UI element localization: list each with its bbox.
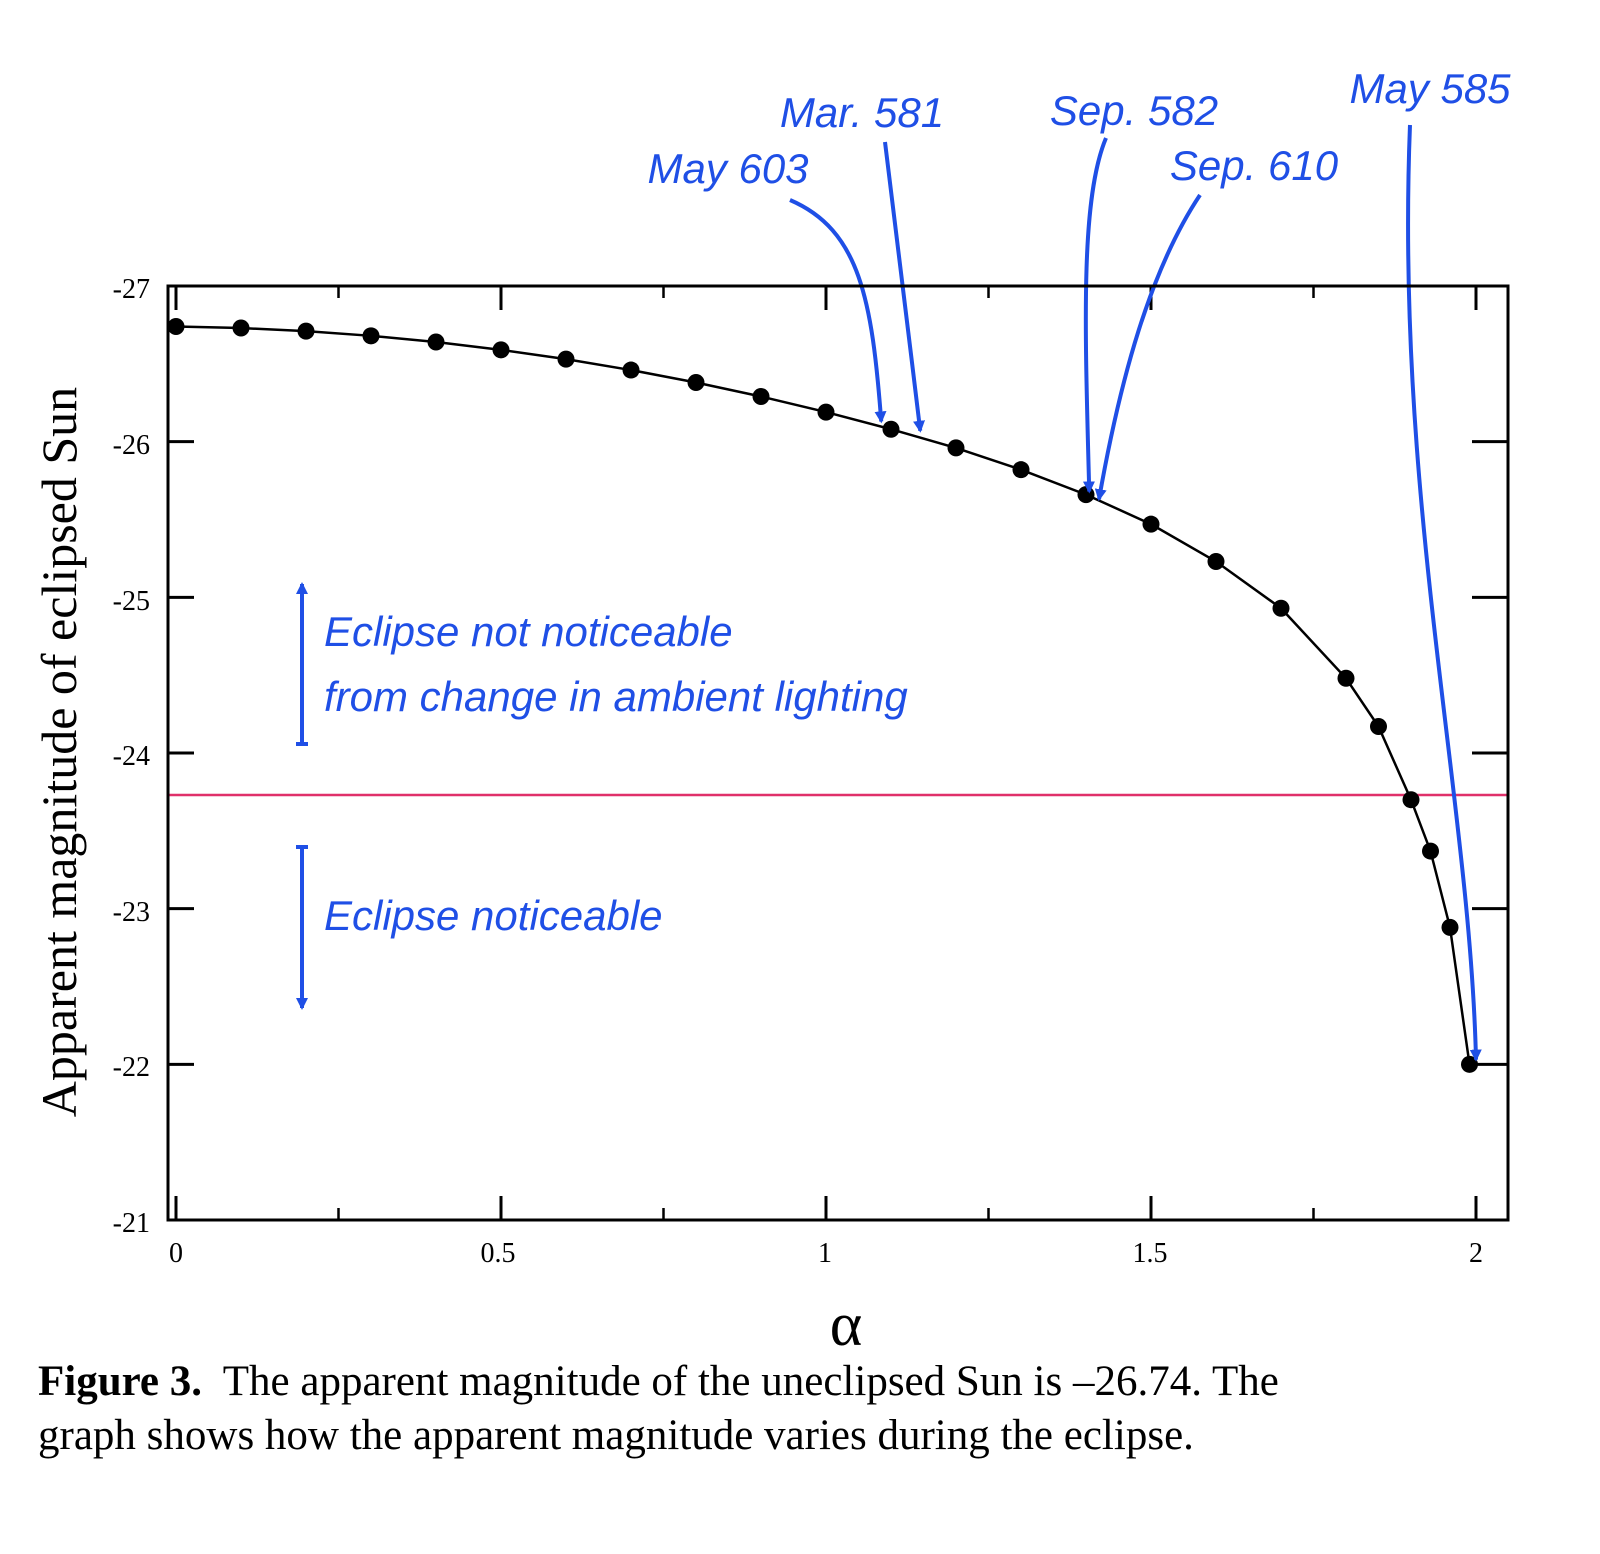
data-point	[492, 341, 510, 359]
data-point	[1012, 461, 1030, 479]
caption-label: Figure 3.	[38, 1358, 203, 1405]
annotation-arrows	[789, 124, 1482, 1062]
plot-frame	[166, 284, 1510, 1222]
data-point	[1077, 486, 1095, 504]
data-point	[622, 361, 640, 379]
data-point	[1207, 553, 1225, 571]
caption-line2: graph shows how the apparent magnitude v…	[38, 1412, 1194, 1459]
data-point	[752, 388, 770, 406]
annotation-arrow	[883, 141, 925, 433]
region-label-noticeable: Eclipse noticeable	[324, 892, 663, 939]
data-point	[1441, 918, 1459, 936]
data-point	[1272, 599, 1290, 617]
data-point	[1422, 842, 1439, 860]
data-point	[1402, 791, 1420, 809]
data-point	[557, 350, 575, 368]
y-tick-label: -24	[113, 741, 150, 772]
annotation-arrow	[789, 198, 887, 424]
data-point	[1142, 515, 1160, 533]
y-tick-label: -25	[113, 586, 150, 617]
caption-line1: The apparent magnitude of the uneclipsed…	[222, 1358, 1279, 1405]
y-tick-label: -22	[113, 1052, 150, 1083]
x-tick-label: 1	[818, 1238, 832, 1269]
data-point	[687, 374, 705, 392]
series-line	[175, 325, 1471, 1065]
data-point	[297, 322, 315, 340]
x-axis-label: α	[830, 1291, 862, 1359]
x-tick-label: 2	[1469, 1238, 1483, 1269]
data-point	[362, 327, 380, 345]
data-point	[1337, 669, 1355, 687]
region-label-not-noticeable-line1: Eclipse not noticeable	[324, 608, 733, 655]
axis-ticks	[168, 284, 1508, 1222]
y-tick-label: -26	[113, 430, 150, 461]
annotation-label-may-603: May 603	[647, 145, 808, 192]
annotation-arrow	[1094, 193, 1202, 502]
data-point	[947, 439, 965, 457]
y-tick-label: -21	[113, 1208, 150, 1239]
data-point	[817, 403, 835, 421]
y-tick-label: -23	[113, 897, 150, 928]
annotation-arrow	[1406, 124, 1482, 1062]
annotation-arrow	[1082, 137, 1108, 494]
y-tick-label: -27	[113, 274, 150, 305]
data-point	[882, 420, 900, 438]
annotation-label-may-585: May 585	[1349, 65, 1511, 112]
x-tick-label: 1.5	[1133, 1238, 1168, 1269]
x-tick-label: 0	[169, 1238, 183, 1269]
series-group	[167, 317, 1478, 1073]
annotation-label-sep-582: Sep. 582	[1050, 87, 1218, 134]
data-point	[1370, 718, 1387, 736]
data-point	[232, 319, 250, 337]
y-axis-label: Apparent magnitude of eclipsed Sun	[31, 387, 87, 1117]
figure-caption: Figure 3. The apparent magnitude of the …	[38, 1355, 1568, 1463]
x-tick-label: 0.5	[481, 1238, 516, 1269]
data-point	[167, 317, 185, 335]
region-label-not-noticeable-line2: from change in ambient lighting	[324, 673, 908, 720]
annotation-label-mar-581: Mar. 581	[780, 89, 944, 136]
data-point	[427, 333, 445, 351]
annotation-label-sep-610: Sep. 610	[1170, 142, 1339, 189]
